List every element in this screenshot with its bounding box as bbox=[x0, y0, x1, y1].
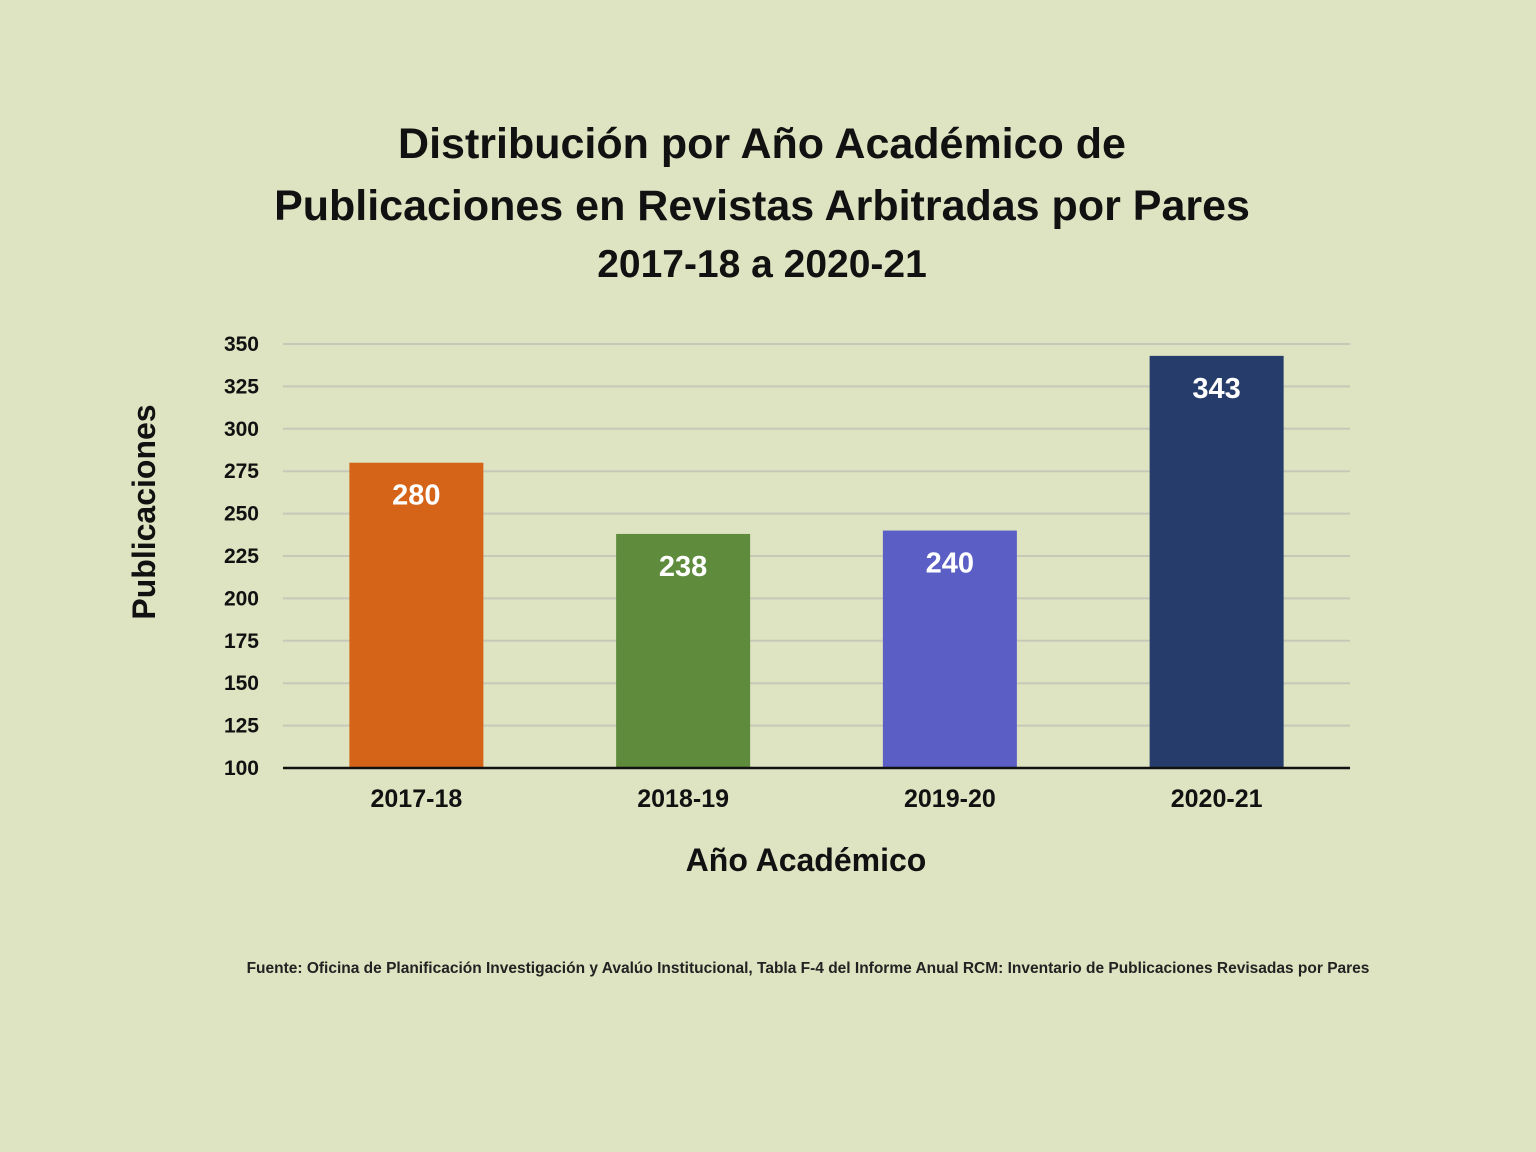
y-tick-label: 125 bbox=[224, 715, 259, 738]
source-note: Fuente: Oficina de Planificación Investi… bbox=[247, 960, 1370, 977]
bar-2017-18 bbox=[349, 462, 484, 768]
x-axis-categories: 2017-18 2018-19 2019-20 2020-21 bbox=[371, 785, 1263, 813]
x-category-2020-21: 2020-21 bbox=[1171, 785, 1263, 813]
y-axis-title: Publicaciones bbox=[126, 404, 162, 619]
data-labels: 280 238 240 343 bbox=[392, 373, 1241, 583]
data-label-2018-19: 238 bbox=[659, 551, 707, 583]
y-tick-label: 150 bbox=[224, 672, 259, 695]
x-category-2017-18: 2017-18 bbox=[371, 785, 463, 813]
chart-title-line-1: Distribución por Año Académico de bbox=[398, 120, 1126, 168]
bar-2020-21 bbox=[1149, 355, 1284, 768]
y-tick-label: 175 bbox=[224, 630, 259, 653]
y-tick-label: 325 bbox=[224, 375, 259, 398]
y-tick-label: 350 bbox=[224, 333, 259, 356]
y-tick-label: 300 bbox=[224, 418, 259, 441]
bar-2019-20 bbox=[882, 530, 1017, 768]
bars bbox=[349, 355, 1284, 768]
chart-subtitle: 2017-18 a 2020-21 bbox=[597, 243, 927, 286]
data-label-2017-18: 280 bbox=[392, 480, 440, 512]
y-tick-label: 225 bbox=[224, 545, 259, 568]
y-tick-label: 100 bbox=[224, 757, 259, 780]
x-axis-title: Año Académico bbox=[686, 842, 927, 878]
x-category-2019-20: 2019-20 bbox=[904, 785, 996, 813]
data-label-2020-21: 343 bbox=[1192, 373, 1240, 405]
x-category-2018-19: 2018-19 bbox=[637, 785, 729, 813]
y-axis-ticks: 100 125 150 175 200 225 250 275 300 325 350 bbox=[224, 333, 259, 780]
y-tick-label: 200 bbox=[224, 587, 259, 610]
data-label-2019-20: 240 bbox=[926, 548, 974, 580]
bar-2018-19 bbox=[616, 533, 751, 768]
y-tick-label: 250 bbox=[224, 503, 259, 526]
chart-title-line-2: Publicaciones en Revistas Arbitradas por… bbox=[274, 182, 1250, 230]
y-tick-label: 275 bbox=[224, 460, 259, 483]
